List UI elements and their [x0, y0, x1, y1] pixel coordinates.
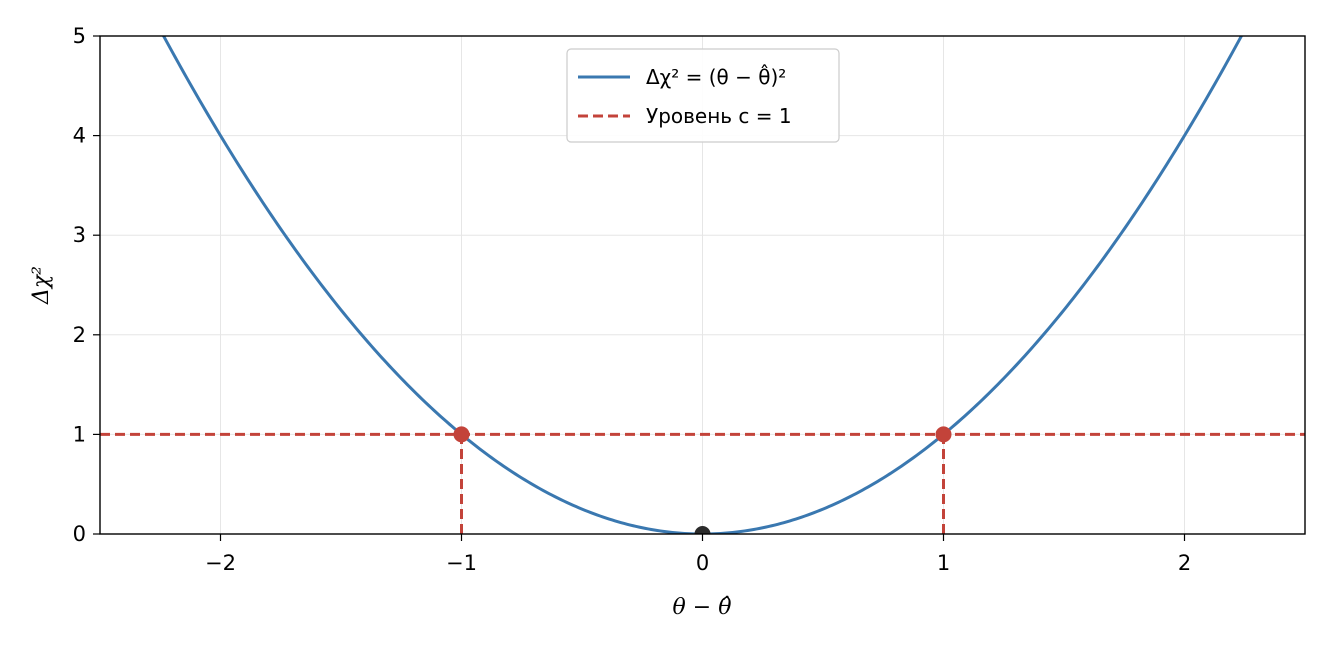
marker-point-2 [694, 526, 711, 534]
legend-label-level: Уровень c = 1 [646, 104, 792, 128]
y-tick-label-3: 3 [73, 223, 86, 247]
plot-area [100, 36, 1305, 534]
legend-label-parabola: Δχ² = (θ − θ̂)² [646, 64, 786, 89]
x-axis: −2 −1 0 1 2 [205, 534, 1191, 575]
y-axis: 0 1 2 3 4 5 [73, 24, 100, 546]
y-tick-label-2: 2 [73, 323, 86, 347]
x-tick-label-4: 2 [1178, 551, 1191, 575]
x-tick-label-1: −1 [446, 551, 477, 575]
y-tick-label-0: 0 [73, 522, 86, 546]
legend-box [566, 48, 840, 143]
legend: Δχ² = (θ − θ̂)² Уровень c = 1 [566, 48, 840, 143]
y-axis-label: Δχ² [29, 266, 54, 305]
y-tick-label-5: 5 [73, 24, 86, 48]
y-tick-label-4: 4 [73, 124, 86, 148]
parabola-curve [161, 36, 1244, 534]
marker-point-0 [453, 426, 470, 443]
x-axis-label: θ − θ̂ [673, 595, 732, 620]
y-tick-label-1: 1 [73, 422, 86, 446]
marker-point-1 [935, 426, 952, 443]
x-tick-label-3: 1 [937, 551, 950, 575]
x-tick-label-0: −2 [205, 551, 236, 575]
x-tick-label-2: 0 [696, 551, 709, 575]
